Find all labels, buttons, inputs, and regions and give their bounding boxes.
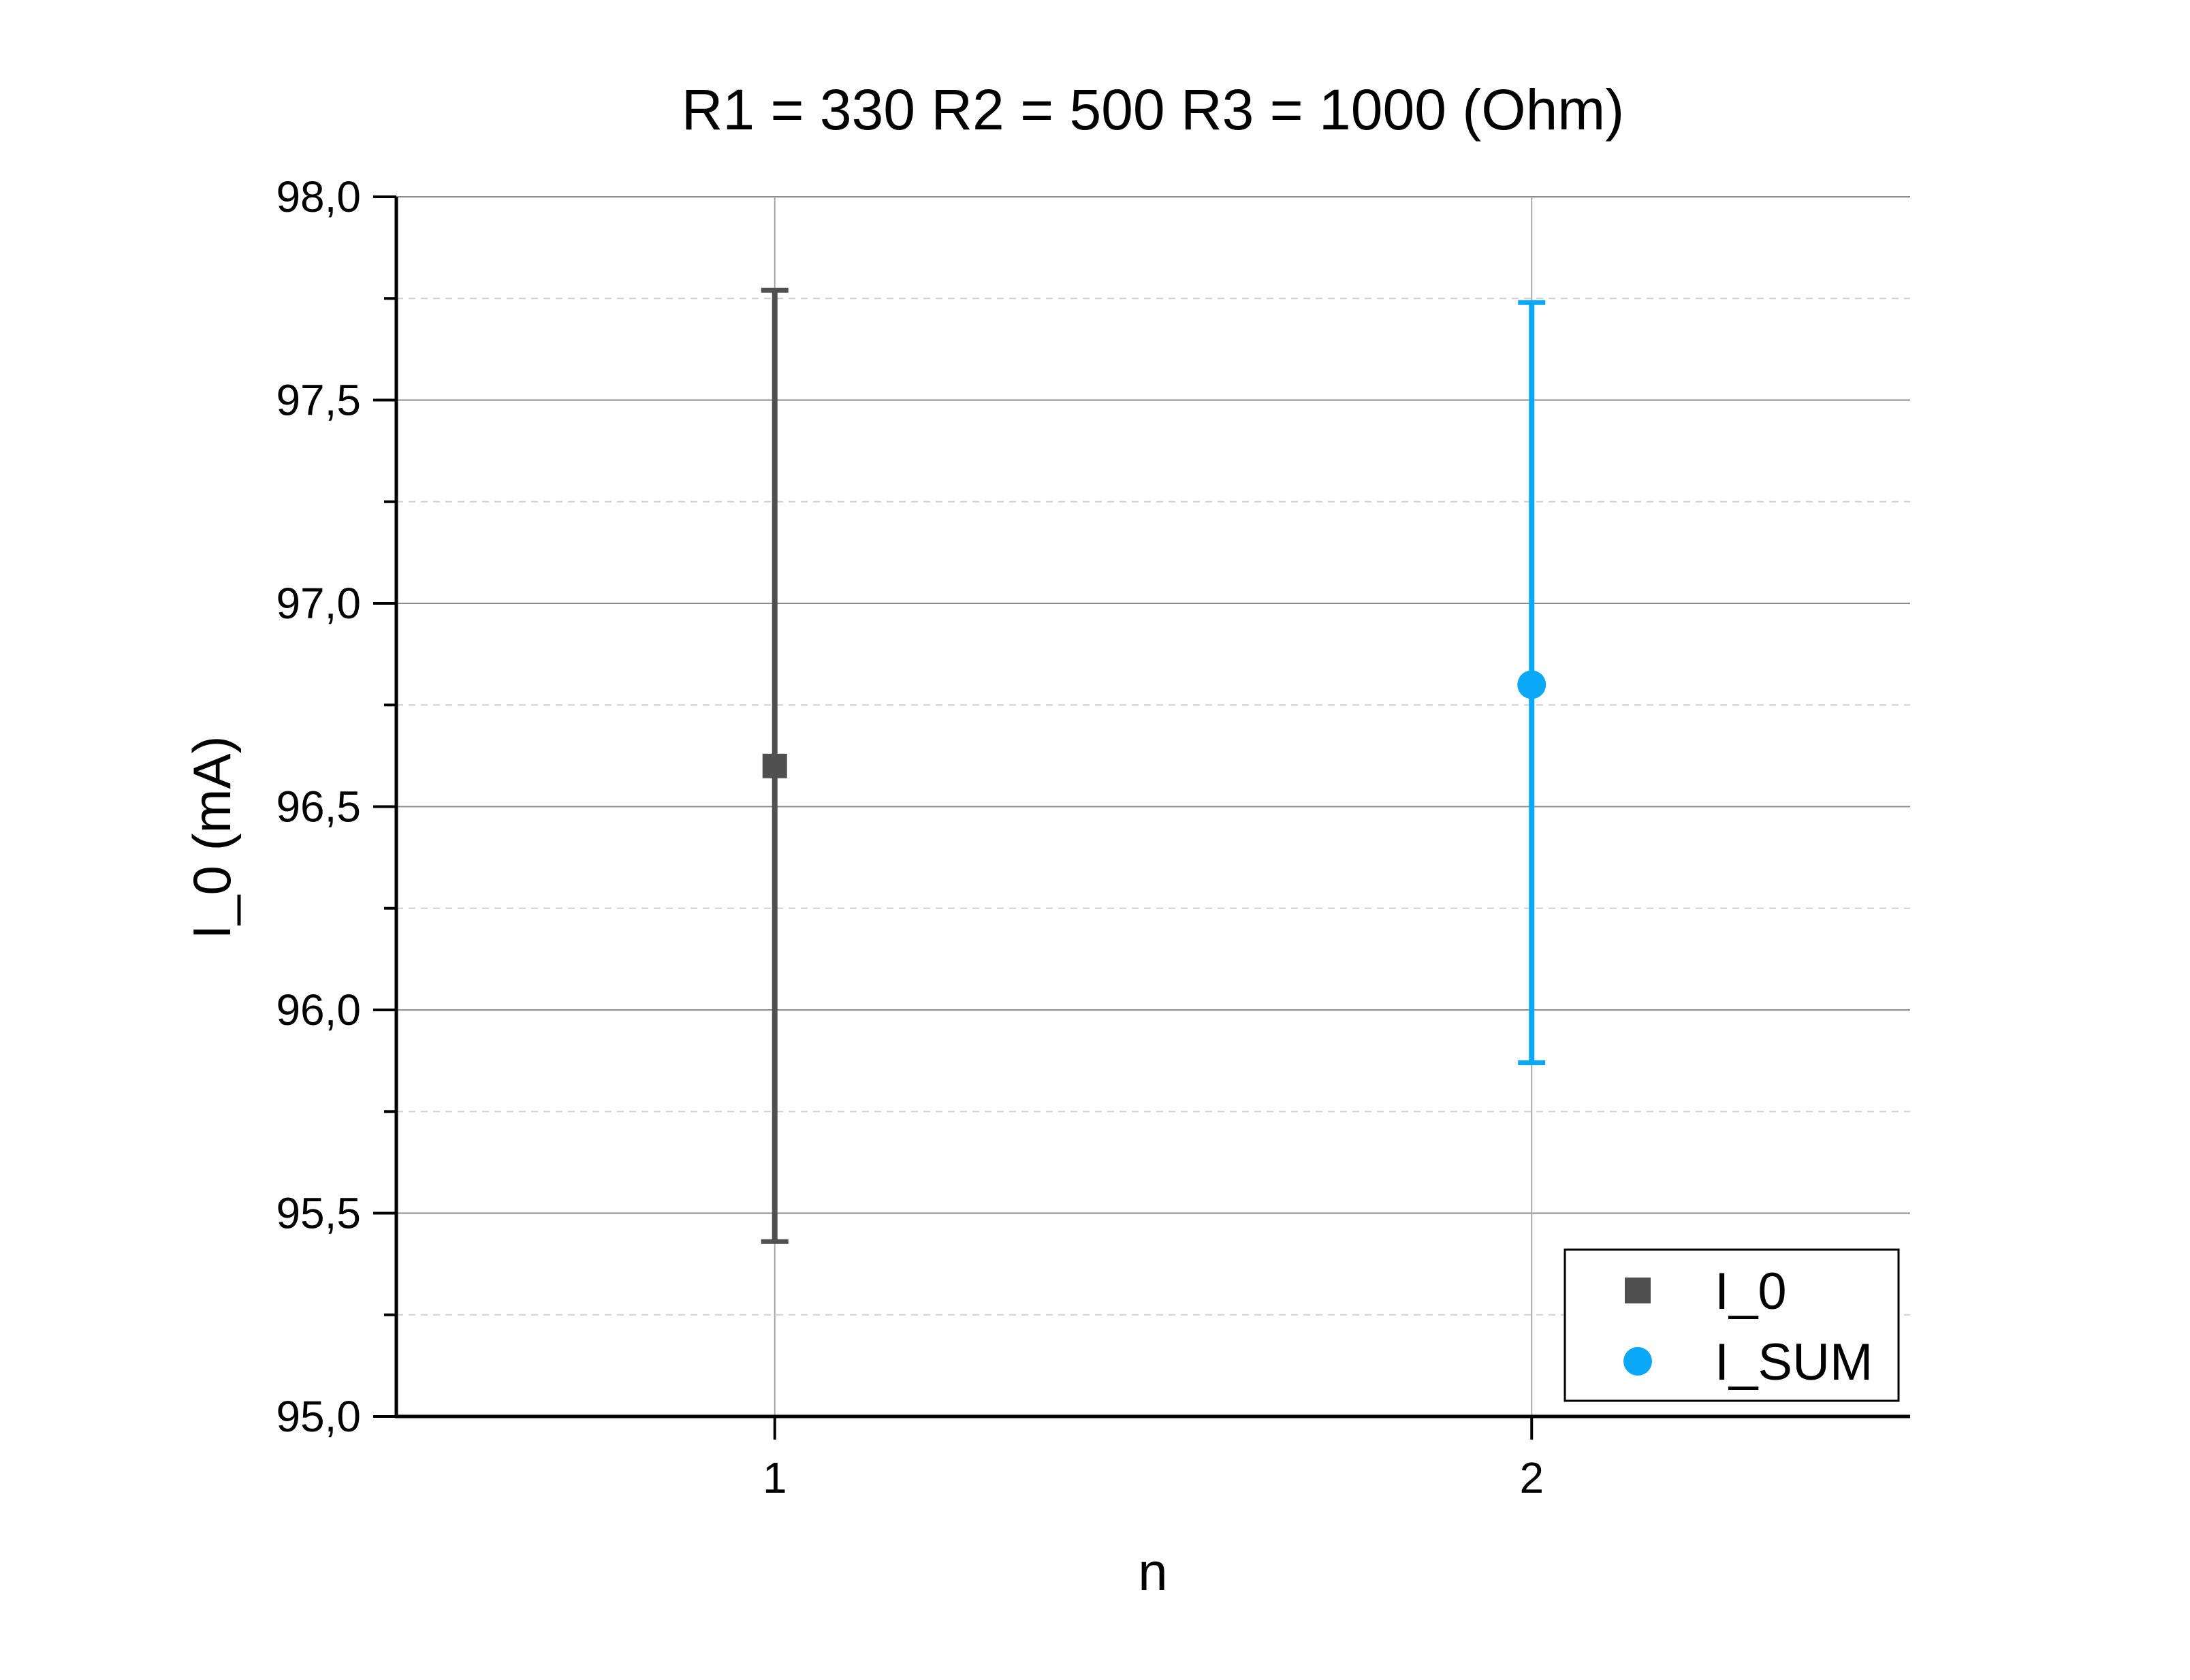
y-tick-label: 95,0 — [276, 1392, 361, 1441]
y-axis-label: I_0 (mA) — [182, 735, 242, 939]
legend-marker-I_0 — [1625, 1278, 1651, 1303]
y-tick-label: 96,5 — [276, 782, 361, 831]
legend-marker-I_SUM — [1623, 1347, 1652, 1376]
y-tick-label: 98,0 — [276, 172, 361, 221]
y-tick-label: 96,0 — [276, 985, 361, 1034]
chart-title: R1 = 330 R2 = 500 R3 = 1000 (Ohm) — [682, 78, 1624, 142]
x-tick-label: 1 — [763, 1453, 787, 1502]
axes: 95,0 95,5 96,0 96,5 97,0 97,5 98,0 1 2 — [276, 172, 1910, 1502]
y-tick-label: 97,0 — [276, 579, 361, 628]
plot-series — [761, 287, 1546, 1244]
data-point-I_0 — [762, 753, 787, 778]
x-axis-label: n — [1138, 1542, 1167, 1602]
legend-label-I_SUM: I_SUM — [1715, 1333, 1873, 1391]
y-tick-label: 95,5 — [276, 1189, 361, 1238]
grid — [396, 196, 1910, 1416]
legend: I_0 I_SUM — [1564, 1248, 1900, 1402]
legend-box — [1564, 1248, 1900, 1402]
y-tick-label: 97,5 — [276, 376, 361, 425]
legend-label-I_0: I_0 — [1715, 1263, 1787, 1320]
x-tick-label: 2 — [1519, 1453, 1544, 1502]
data-point-I_SUM — [1517, 670, 1546, 699]
